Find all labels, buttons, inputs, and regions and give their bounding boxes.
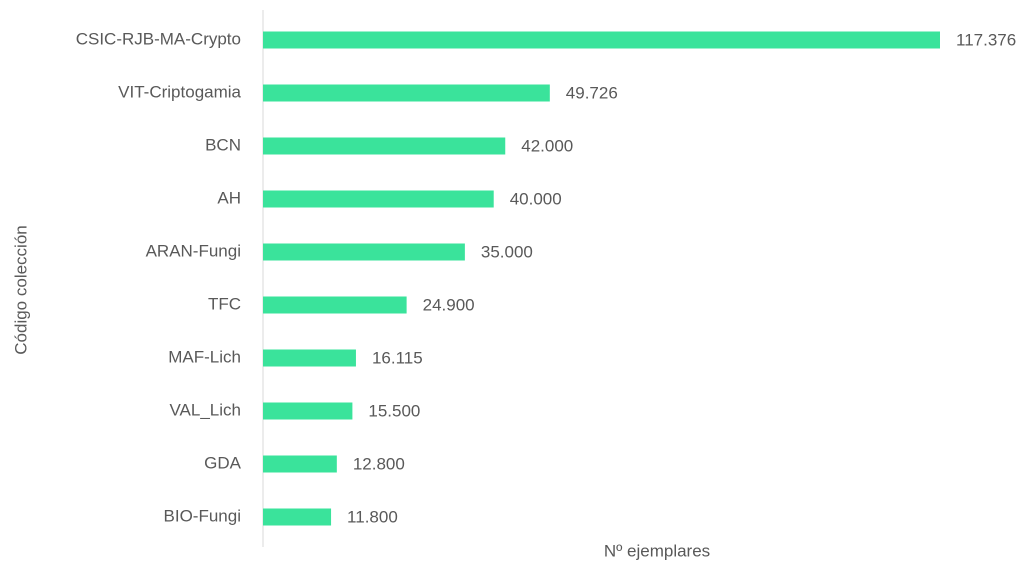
bar [263, 508, 332, 526]
bar [263, 190, 494, 208]
data-label: 117.376 [956, 30, 1016, 49]
y-tick-label: BIO-Fungi [164, 506, 241, 525]
bar [263, 137, 506, 155]
data-label: 49.726 [566, 83, 618, 102]
bar [263, 31, 940, 49]
y-tick-label: BCN [205, 135, 241, 154]
data-label: 15.500 [368, 401, 420, 420]
bar [263, 243, 465, 261]
y-tick-label: TFC [208, 294, 241, 313]
y-tick-label: AH [217, 188, 241, 207]
y-tick-label: ARAN-Fungi [146, 241, 241, 260]
y-tick-label: CSIC-RJB-MA-Crypto [76, 29, 241, 48]
data-label: 40.000 [510, 189, 562, 208]
y-tick-label: MAF-Lich [168, 347, 241, 366]
y-tick-label: GDA [204, 453, 242, 472]
data-label: 12.800 [353, 454, 405, 473]
bar [263, 84, 550, 102]
data-label: 24.900 [423, 295, 475, 314]
y-axis-title: Código colección [11, 225, 30, 354]
data-label: 11.800 [347, 507, 398, 526]
bar [263, 349, 356, 367]
bar [263, 402, 353, 420]
bar [263, 296, 407, 314]
bar [263, 455, 337, 473]
y-tick-label: VIT-Criptogamia [118, 82, 241, 101]
y-tick-label: VAL_Lich [169, 400, 241, 419]
x-axis-title: Nº ejemplares [604, 541, 710, 560]
data-label: 16.115 [372, 348, 423, 367]
data-label: 35.000 [481, 242, 533, 261]
data-label: 42.000 [521, 136, 573, 155]
